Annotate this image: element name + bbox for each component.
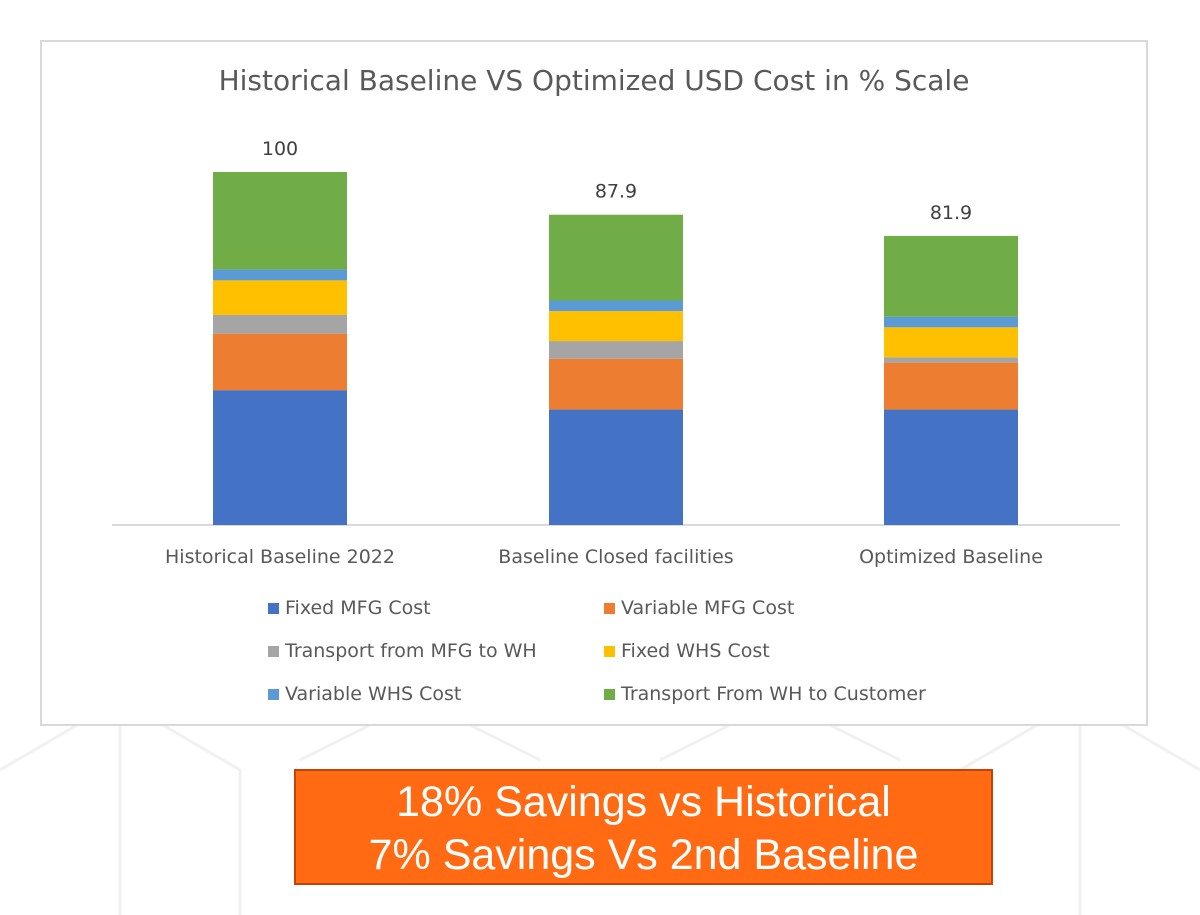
bar-segment-fixed-mfg-cost: [213, 390, 347, 525]
legend-swatch: [604, 602, 615, 614]
legend-swatch: [268, 645, 279, 657]
x-tick-label: Optimized Baseline: [859, 546, 1043, 568]
legend-item-transport-wh-to-customer: Transport From WH to Customer: [604, 680, 988, 708]
legend-item-transport-mfg-to-wh: Transport from MFG to WH: [268, 637, 604, 665]
savings-callout: 18% Savings vs Historical 7% Savings Vs …: [294, 769, 993, 885]
bar-segment-transport-from-mfg-to-wh: [213, 314, 347, 334]
legend-label: Fixed WHS Cost: [621, 640, 770, 662]
bar-total-label: 81.9: [930, 202, 972, 224]
legend-swatch: [604, 688, 615, 700]
legend-label: Transport from MFG to WH: [285, 640, 537, 662]
legend-label: Variable WHS Cost: [285, 683, 462, 705]
bar-segment-variable-mfg-cost: [884, 362, 1018, 410]
legend-label: Fixed MFG Cost: [285, 597, 431, 619]
bar-segment-fixed-whs-cost: [549, 311, 683, 342]
bar-segment-variable-whs-cost: [884, 316, 1018, 328]
bar-segment-transport-from-mfg-to-wh: [884, 357, 1018, 363]
savings-vs-second-baseline: 7% Savings Vs 2nd Baseline: [368, 831, 919, 879]
legend-label: Transport From WH to Customer: [621, 683, 926, 705]
bar-segment-variable-whs-cost: [213, 269, 347, 281]
bar-segment-transport-from-mfg-to-wh: [549, 341, 683, 359]
legend-swatch: [604, 645, 615, 657]
bar-segment-fixed-mfg-cost: [884, 409, 1018, 525]
legend-item-variable-mfg-cost: Variable MFG Cost: [604, 594, 988, 622]
legend-item-variable-whs-cost: Variable WHS Cost: [268, 680, 604, 708]
legend-swatch: [268, 688, 279, 700]
bar-segment-variable-mfg-cost: [549, 358, 683, 410]
bar-total-label: 87.9: [595, 181, 637, 203]
bar-segment-fixed-mfg-cost: [549, 409, 683, 525]
chart-legend: Fixed MFG Cost Variable MFG Cost Transpo…: [268, 594, 988, 708]
legend-label: Variable MFG Cost: [621, 597, 795, 619]
bar-total-label: 100: [262, 138, 298, 160]
bar-segment-variable-whs-cost: [549, 300, 683, 312]
bar-segment-transport-from-wh-to-customer: [213, 172, 347, 270]
legend-item-fixed-whs-cost: Fixed WHS Cost: [604, 637, 988, 665]
savings-vs-historical: 18% Savings vs Historical: [396, 778, 891, 826]
legend-swatch: [268, 602, 279, 614]
bar-segment-transport-from-wh-to-customer: [884, 235, 1018, 317]
x-tick-label: Baseline Closed facilities: [498, 546, 733, 568]
stacked-bar-chart: 100 Historical Baseline 2022 87.9 Baseline …: [112, 138, 1120, 568]
x-tick-label: Historical Baseline 2022: [165, 546, 395, 568]
chart-title: Historical Baseline VS Optimized USD Cos…: [218, 64, 970, 97]
bar-segment-variable-mfg-cost: [213, 333, 347, 391]
bar-segment-fixed-whs-cost: [213, 280, 347, 315]
legend-item-fixed-mfg-cost: Fixed MFG Cost: [268, 594, 604, 622]
bar-segment-fixed-whs-cost: [884, 327, 1018, 358]
bar-segment-transport-from-wh-to-customer: [549, 214, 683, 301]
